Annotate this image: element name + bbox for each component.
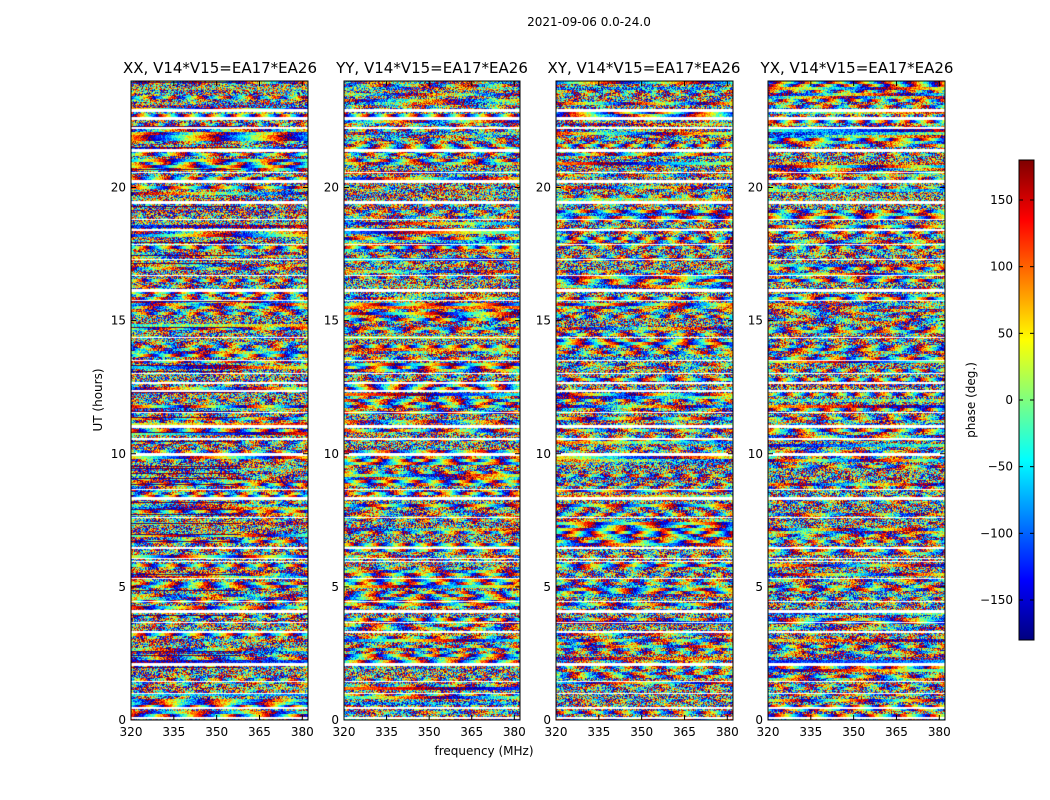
colorbar-tick-label: 150: [990, 193, 1013, 207]
y-tick-label: 20: [748, 181, 763, 195]
suptitle: 2021-09-06 0.0-24.0: [527, 15, 651, 29]
colorbar-tick-label: −150: [980, 593, 1013, 607]
colorbar-gradient: [1019, 160, 1034, 640]
colorbar-tick-label: 50: [998, 326, 1013, 340]
phase-heatmap: [768, 81, 945, 720]
x-tick-label: 335: [799, 725, 822, 739]
x-tick-label: 320: [120, 725, 143, 739]
y-tick-label: 5: [118, 580, 126, 594]
panel-title: XX, V14*V15=EA17*EA26: [123, 59, 317, 77]
colorbar-tick-label: −50: [988, 460, 1013, 474]
y-tick-label: 15: [536, 314, 551, 328]
colorbar-label: phase (deg.): [964, 362, 978, 438]
x-tick-label: 320: [333, 725, 356, 739]
panel-frame: [767, 80, 946, 721]
x-tick-label: 335: [375, 725, 398, 739]
x-tick-label: 365: [673, 725, 696, 739]
y-tick-label: 20: [111, 181, 126, 195]
x-tick-label: 380: [716, 725, 739, 739]
y-tick-label: 0: [331, 713, 339, 727]
y-tick-label: 10: [536, 447, 551, 461]
x-tick-label: 350: [630, 725, 653, 739]
x-tick-label: 320: [545, 725, 568, 739]
x-tick-label: 365: [460, 725, 483, 739]
x-tick-label: 380: [928, 725, 951, 739]
phase-heatmap: [131, 81, 308, 720]
y-tick-label: 10: [324, 447, 339, 461]
panel-yy: YY, V14*V15=EA17*EA26 320 335 350 365 380 0 5…: [324, 59, 528, 739]
x-tick-label: 350: [418, 725, 441, 739]
panel-xx: XX, V14*V15=EA17*EA26 320 335 350 365 380 0 5…: [111, 59, 317, 739]
panel-title: YX, V14*V15=EA17*EA26: [760, 59, 954, 77]
y-tick-label: 20: [536, 181, 551, 195]
x-tick-label: 320: [757, 725, 780, 739]
y-tick-label: 20: [324, 181, 339, 195]
y-tick-label: 15: [324, 314, 339, 328]
colorbar: −150 −100 −50 0 50 100 150 phase (deg.): [964, 159, 1035, 641]
y-tick-label: 5: [543, 580, 551, 594]
y-tick-label: 15: [748, 314, 763, 328]
x-tick-label: 365: [248, 725, 271, 739]
y-tick-label: 15: [111, 314, 126, 328]
x-tick-label: 365: [885, 725, 908, 739]
phase-heatmap: [556, 81, 733, 720]
x-tick-label: 380: [503, 725, 526, 739]
y-tick-label: 10: [748, 447, 763, 461]
panel-xy: XY, V14*V15=EA17*EA26 320 335 350 365 380 0 5…: [536, 59, 741, 739]
y-tick-label: 0: [543, 713, 551, 727]
x-tick-label: 335: [587, 725, 610, 739]
panel-frame: [343, 80, 521, 721]
x-tick-label: 350: [842, 725, 865, 739]
y-tick-label: 0: [755, 713, 763, 727]
x-tick-label: 335: [162, 725, 185, 739]
y-tick-label: 0: [118, 713, 126, 727]
panel-title: YY, V14*V15=EA17*EA26: [335, 59, 528, 77]
y-tick-label: 5: [755, 580, 763, 594]
colorbar-tick-label: 0: [1005, 393, 1013, 407]
colorbar-tick-label: −100: [980, 526, 1013, 540]
x-tick-label: 380: [291, 725, 314, 739]
y-tick-label: 5: [331, 580, 339, 594]
colorbar-tick-label: 100: [990, 260, 1013, 274]
x-axis-label: frequency (MHz): [434, 744, 533, 758]
panel-frame: [130, 80, 309, 721]
y-tick-label: 10: [111, 447, 126, 461]
panel-yx: YX, V14*V15=EA17*EA26 320 335 350 365 380 0 5…: [748, 59, 954, 739]
panel-title: XY, V14*V15=EA17*EA26: [548, 59, 741, 77]
panel-frame: [555, 80, 734, 721]
phase-heatmap: [344, 81, 520, 720]
y-axis-label: UT (hours): [91, 368, 105, 431]
x-tick-label: 350: [205, 725, 228, 739]
